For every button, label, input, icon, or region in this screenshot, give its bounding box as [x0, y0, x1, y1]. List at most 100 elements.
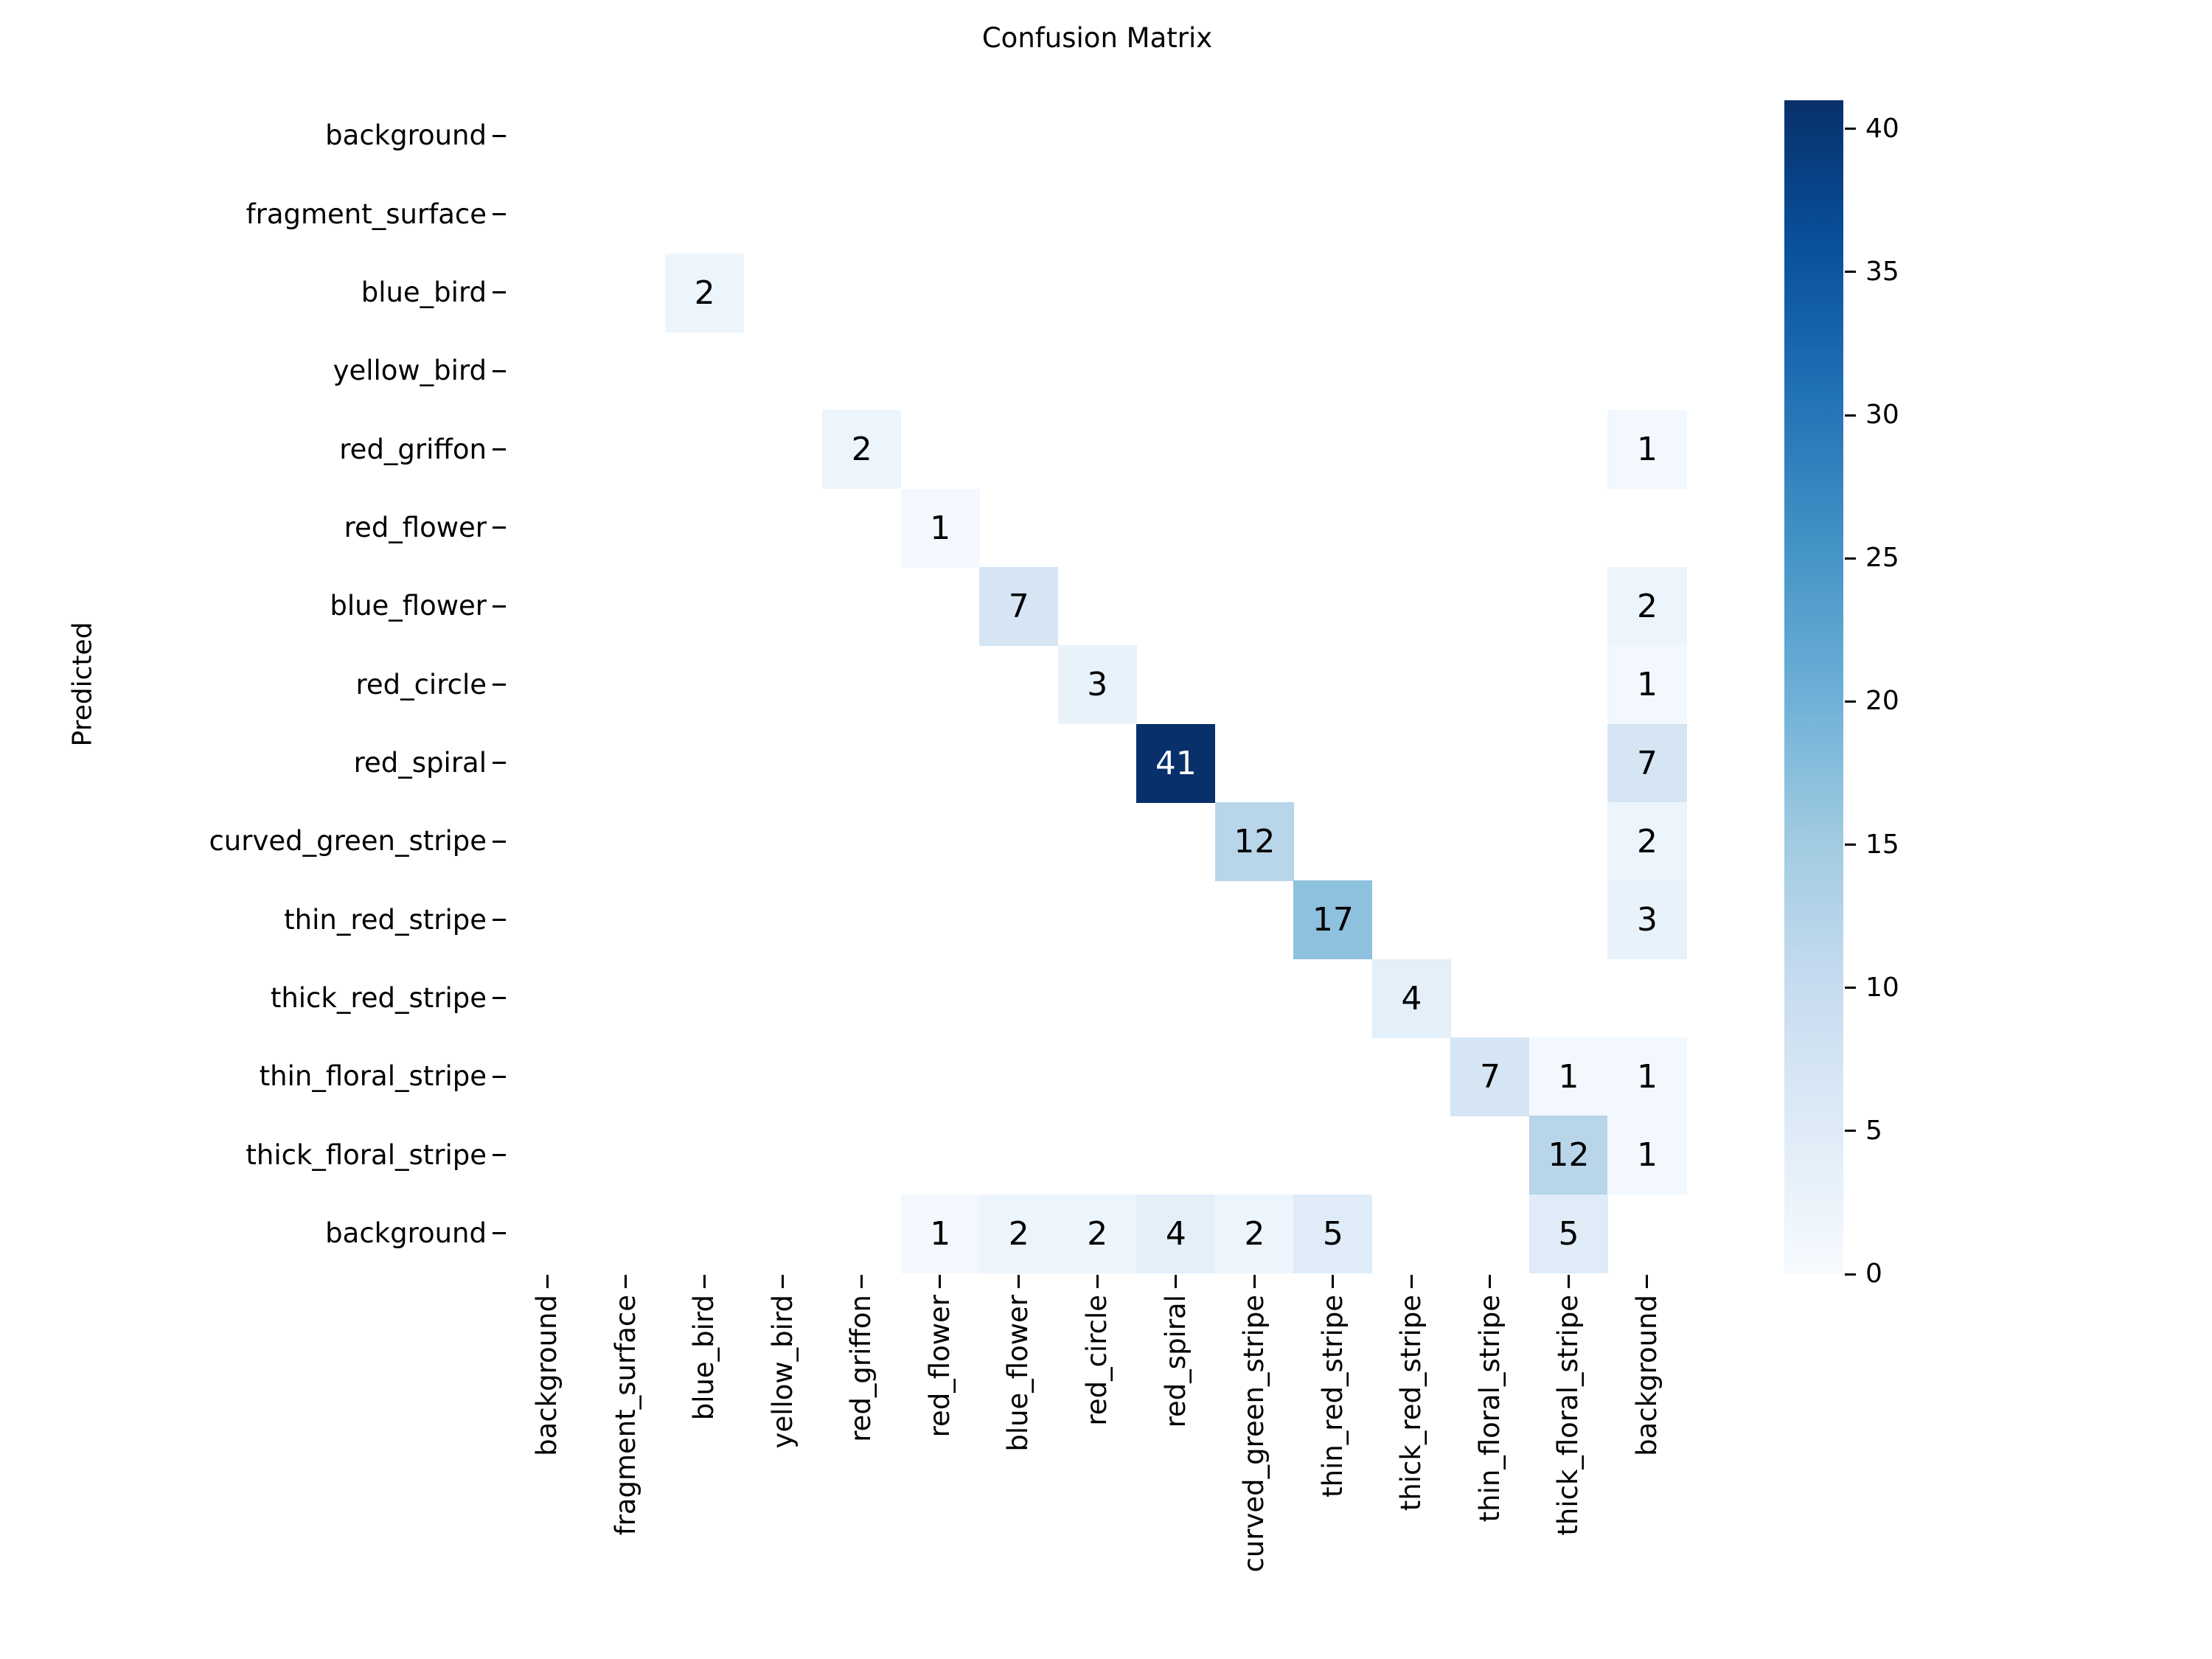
row-label: blue_flower: [330, 590, 487, 622]
row-label: blue_bird: [361, 276, 487, 308]
y-tick-mark: [493, 605, 506, 608]
heatmap-cell: 3: [1057, 645, 1137, 725]
x-tick-mark: [1332, 1275, 1335, 1288]
colorbar-tick-mark: [1845, 700, 1856, 703]
colorbar-tick-mark: [1845, 557, 1856, 560]
heatmap-cell: 2: [1607, 567, 1687, 646]
colorbar-tick-label: 5: [1865, 1115, 1882, 1146]
row-label: background: [325, 1217, 487, 1249]
heatmap-cell: 7: [1450, 1037, 1530, 1116]
heatmap-cell: 2: [1214, 1194, 1294, 1273]
col-label: thin_floral_stripe: [1473, 1295, 1506, 1523]
cell-value: 2: [1637, 822, 1658, 860]
row-label: curved_green_stripe: [209, 825, 487, 858]
x-tick-mark: [1253, 1275, 1256, 1288]
cell-value: 3: [1637, 901, 1658, 939]
heatmap-cell: 4: [1371, 959, 1451, 1038]
heatmap-cell: 1: [900, 488, 980, 568]
x-tick-mark: [1410, 1275, 1413, 1288]
cell-value: 1: [1637, 1057, 1658, 1096]
colorbar-tick-mark: [1845, 987, 1856, 990]
x-tick-mark: [1096, 1275, 1099, 1288]
cell-value: 2: [851, 431, 872, 469]
col-label: fragment_surface: [609, 1295, 641, 1536]
x-tick-mark: [546, 1275, 549, 1288]
cell-value: 41: [1155, 744, 1197, 782]
colorbar-tick-label: 15: [1865, 829, 1899, 860]
heatmap-cell: 1: [1607, 645, 1687, 725]
colorbar-tick-mark: [1845, 271, 1856, 274]
row-label: thick_floral_stripe: [246, 1138, 487, 1171]
colorbar: [1784, 100, 1843, 1274]
cell-value: 12: [1234, 822, 1276, 860]
y-tick-mark: [493, 997, 506, 1000]
col-label: red_spiral: [1159, 1295, 1192, 1428]
row-label: thin_red_stripe: [284, 903, 487, 936]
cell-value: 2: [1244, 1214, 1265, 1253]
heatmap-cell: 1: [900, 1194, 980, 1273]
y-tick-mark: [493, 684, 506, 686]
heatmap-cell: 17: [1293, 880, 1373, 960]
cell-value: 12: [1548, 1136, 1590, 1175]
heatmap-cell: 7: [1607, 723, 1687, 803]
heatmap-cell: 2: [979, 1194, 1059, 1273]
row-label: red_flower: [344, 511, 487, 543]
x-tick-mark: [1646, 1275, 1649, 1288]
heatmap-cell: 3: [1607, 880, 1687, 960]
row-label: red_circle: [355, 668, 487, 700]
x-tick-mark: [703, 1275, 706, 1288]
colorbar-tick-label: 25: [1865, 543, 1899, 574]
y-tick-mark: [493, 526, 506, 529]
y-tick-mark: [493, 1075, 506, 1078]
y-tick-mark: [493, 762, 506, 765]
heatmap-cell: 4: [1136, 1194, 1216, 1273]
cell-value: 5: [1558, 1214, 1579, 1253]
heatmap-cell: 2: [665, 253, 745, 333]
heatmap-grid: 2 2 1 1 7 2 3 1 41 7 12 2 17 3 4 7 1 1 12 1 1 2 2 4 2 5 5: [508, 97, 1687, 1273]
row-label: yellow_bird: [333, 355, 487, 387]
row-label: background: [325, 119, 487, 152]
colorbar-tick-label: 30: [1865, 400, 1899, 431]
heatmap-cell: 7: [979, 567, 1059, 646]
y-tick-mark: [493, 213, 506, 215]
y-tick-mark: [493, 1232, 506, 1235]
x-tick-mark: [1017, 1275, 1020, 1288]
col-label: red_circle: [1081, 1295, 1113, 1426]
heatmap-cell: 1: [1607, 1116, 1687, 1195]
row-label: thin_floral_stripe: [259, 1060, 487, 1093]
colorbar-tick-mark: [1845, 414, 1856, 417]
heatmap-cell: 2: [1057, 1194, 1137, 1273]
x-tick-mark: [1567, 1275, 1570, 1288]
x-tick-mark: [1489, 1275, 1492, 1288]
col-label: red_griffon: [845, 1295, 877, 1442]
colorbar-tick-label: 0: [1865, 1259, 1882, 1289]
col-label: thin_red_stripe: [1316, 1295, 1349, 1498]
cell-value: 3: [1087, 666, 1108, 704]
cell-value: 2: [1008, 1214, 1029, 1253]
y-tick-mark: [493, 1154, 506, 1156]
cell-value: 2: [1087, 1214, 1108, 1253]
colorbar-tick-label: 20: [1865, 686, 1899, 717]
col-label: thick_floral_stripe: [1552, 1295, 1585, 1536]
row-label: red_griffon: [339, 433, 487, 465]
heatmap-cell: 12: [1214, 802, 1294, 881]
colorbar-tick-mark: [1845, 1273, 1856, 1276]
cell-value: 2: [694, 274, 715, 312]
col-label: background: [531, 1295, 563, 1456]
row-label: red_spiral: [353, 746, 487, 779]
y-tick-mark: [493, 840, 506, 843]
y-tick-mark: [493, 448, 506, 451]
colorbar-tick-mark: [1845, 1130, 1856, 1133]
x-tick-mark: [939, 1275, 942, 1288]
heatmap-cell: 1: [1607, 410, 1687, 490]
col-label: blue_bird: [688, 1295, 720, 1421]
cell-value: 4: [1165, 1214, 1186, 1253]
col-label: red_flower: [923, 1295, 956, 1438]
cell-value: 7: [1479, 1057, 1500, 1096]
cell-value: 7: [1637, 744, 1658, 782]
colorbar-tick-label: 35: [1865, 256, 1899, 287]
heatmap-cell: 12: [1528, 1116, 1609, 1195]
row-label: thick_red_stripe: [270, 981, 487, 1014]
col-label: blue_flower: [1002, 1295, 1034, 1452]
